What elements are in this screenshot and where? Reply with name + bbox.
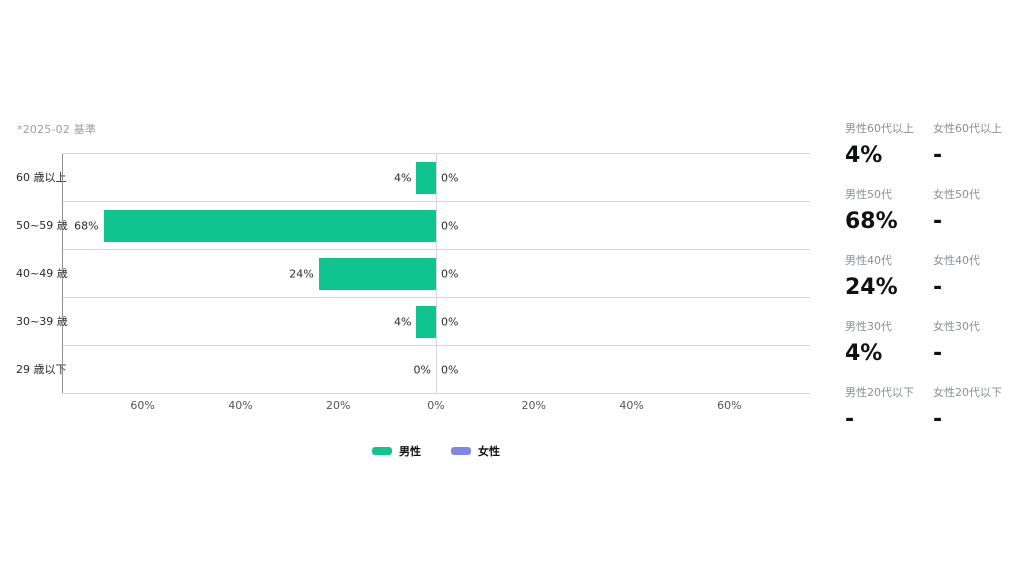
y-axis-category-label: 40~49 歳 bbox=[16, 267, 68, 280]
male-bar bbox=[103, 210, 436, 242]
stat-value: - bbox=[933, 209, 943, 234]
legend-swatch-icon bbox=[372, 447, 392, 455]
x-axis-tick-label: 60% bbox=[717, 399, 742, 412]
stat-label: 男性20代以下 bbox=[845, 386, 914, 399]
stat-label: 女性30代 bbox=[933, 320, 980, 333]
stats-panel: 男性60代以上 4% 女性60代以上 - 男性50代 68% 女性50代 - 男性40代 24% 女… bbox=[845, 120, 1017, 450]
stat-cell: 女性40代 - bbox=[933, 252, 1017, 318]
stat-cell: 女性20代以下 - bbox=[933, 384, 1017, 450]
male-value-label: 24% bbox=[289, 267, 314, 280]
legend-item-male: 男性 bbox=[372, 443, 421, 459]
y-axis-category-label: 50~59 歳 bbox=[16, 219, 68, 232]
stat-value: 4% bbox=[845, 143, 883, 168]
stat-cell: 男性50代 68% bbox=[845, 186, 933, 252]
stat-cell: 男性20代以下 - bbox=[845, 384, 933, 450]
stat-value: - bbox=[845, 407, 855, 432]
stat-label: 女性40代 bbox=[933, 254, 980, 267]
female-value-label: 0% bbox=[441, 171, 459, 184]
male-value-label: 4% bbox=[394, 171, 412, 184]
stat-value: 68% bbox=[845, 209, 898, 234]
stat-cell: 女性60代以上 - bbox=[933, 120, 1017, 186]
stat-value: - bbox=[933, 407, 943, 432]
female-value-label: 0% bbox=[441, 267, 459, 280]
stat-cell: 男性30代 4% bbox=[845, 318, 933, 384]
legend-label: 女性 bbox=[478, 445, 500, 458]
stat-label: 女性20代以下 bbox=[933, 386, 1002, 399]
x-axis-tick-label: 40% bbox=[228, 399, 253, 412]
chart-row: 0% 0% bbox=[62, 346, 810, 394]
legend-swatch-icon bbox=[451, 447, 471, 455]
stat-label: 男性50代 bbox=[845, 188, 892, 201]
x-axis-tick-label: 20% bbox=[325, 399, 351, 412]
x-axis-tick-label: 0% bbox=[427, 399, 445, 412]
y-axis-line bbox=[62, 154, 63, 393]
male-bar bbox=[318, 258, 436, 290]
female-value-label: 0% bbox=[441, 363, 459, 376]
reference-date-note: *2025-02 基準 bbox=[17, 123, 97, 136]
male-value-label: 68% bbox=[74, 219, 99, 232]
x-axis: 60% 40% 20% 0% 20% 40% 60% bbox=[62, 399, 810, 415]
stat-value: - bbox=[933, 143, 943, 168]
x-axis-tick-label: 60% bbox=[130, 399, 155, 412]
y-axis-category-label: 30~39 歳 bbox=[16, 315, 68, 328]
x-axis-tick-label: 20% bbox=[521, 399, 546, 412]
stat-label: 男性30代 bbox=[845, 320, 892, 333]
stat-value: 24% bbox=[845, 275, 898, 300]
female-value-label: 0% bbox=[441, 219, 459, 232]
stat-value: - bbox=[933, 341, 943, 366]
male-bar bbox=[416, 306, 436, 338]
y-axis-category-label: 29 歳以下 bbox=[16, 363, 67, 376]
zero-baseline bbox=[436, 154, 437, 393]
stat-value: - bbox=[933, 275, 943, 300]
legend-item-female: 女性 bbox=[451, 443, 500, 459]
stat-label: 女性60代以上 bbox=[933, 122, 1002, 135]
male-value-label: 0% bbox=[413, 363, 431, 376]
y-axis-category-label: 60 歳以上 bbox=[16, 171, 67, 184]
stat-cell: 男性60代以上 4% bbox=[845, 120, 933, 186]
stat-cell: 女性30代 - bbox=[933, 318, 1017, 384]
stat-value: 4% bbox=[845, 341, 883, 366]
male-bar bbox=[416, 162, 436, 194]
legend-label: 男性 bbox=[399, 445, 421, 458]
plot-area: 4% 0% 68% 0% 24% 0% 4% 0% 0% 0% bbox=[62, 153, 810, 394]
stat-label: 女性50代 bbox=[933, 188, 980, 201]
chart-legend: 男性 女性 bbox=[62, 443, 810, 459]
stat-cell: 女性50代 - bbox=[933, 186, 1017, 252]
x-axis-tick-label: 40% bbox=[619, 399, 644, 412]
stat-label: 男性60代以上 bbox=[845, 122, 914, 135]
stat-cell: 男性40代 24% bbox=[845, 252, 933, 318]
stat-label: 男性40代 bbox=[845, 254, 892, 267]
male-value-label: 4% bbox=[394, 315, 412, 328]
female-value-label: 0% bbox=[441, 315, 459, 328]
